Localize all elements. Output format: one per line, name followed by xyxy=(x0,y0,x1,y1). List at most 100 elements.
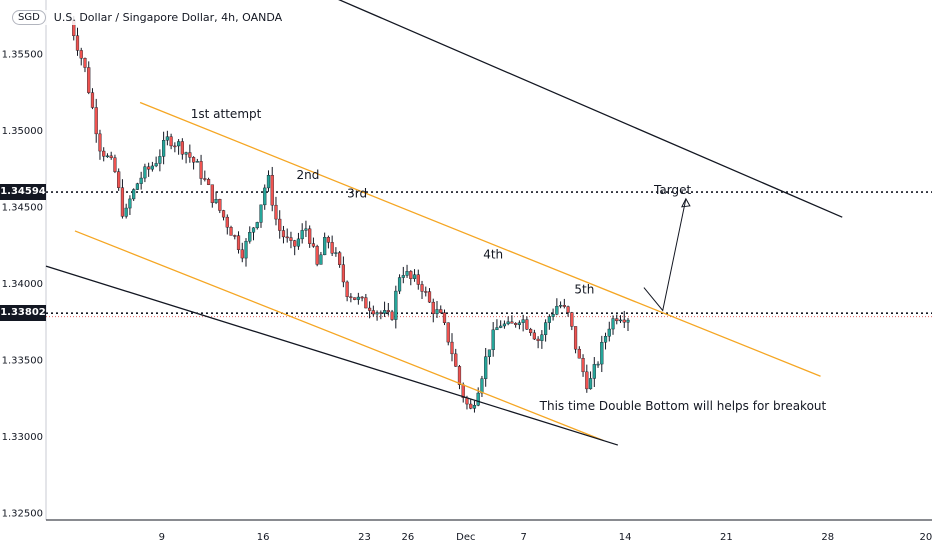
candle xyxy=(128,195,132,216)
candle-body xyxy=(296,238,301,247)
candle xyxy=(622,310,626,328)
y-tick-label: 1.33000 xyxy=(2,432,43,443)
y-tick-label: 1.35000 xyxy=(2,126,43,137)
candle-body xyxy=(487,349,492,357)
candle xyxy=(484,347,488,387)
candle-body xyxy=(87,67,91,93)
candle-body xyxy=(480,378,484,394)
candle xyxy=(240,242,244,263)
candle xyxy=(289,231,293,249)
candle xyxy=(120,179,125,219)
candle xyxy=(270,166,274,212)
candle-body xyxy=(540,334,544,341)
candle-body xyxy=(469,403,473,409)
trendlines xyxy=(45,0,843,446)
candle xyxy=(600,335,604,373)
candle xyxy=(416,269,420,290)
candle xyxy=(390,309,394,321)
candle-body xyxy=(532,332,536,340)
candle-body xyxy=(191,157,196,163)
candle-body xyxy=(585,371,589,390)
candle xyxy=(517,320,521,330)
candle-body xyxy=(158,156,162,164)
candle-body xyxy=(409,271,413,279)
candle xyxy=(90,88,95,110)
candle xyxy=(592,357,596,387)
candle-body xyxy=(334,252,338,254)
candle-body xyxy=(150,165,154,170)
candle-body xyxy=(266,175,271,189)
candle-body xyxy=(188,152,192,158)
x-tick-label: 16 xyxy=(257,532,270,543)
candle xyxy=(210,184,214,208)
candle-body xyxy=(536,338,540,341)
candle xyxy=(315,244,319,267)
candle-body xyxy=(525,319,529,330)
candle xyxy=(278,210,282,239)
candle xyxy=(173,142,177,153)
x-tick-label: 9 xyxy=(159,532,165,543)
candle-body xyxy=(345,281,349,297)
annotation-label: 4th xyxy=(483,247,503,261)
price-tag-level-2: 1.33802 xyxy=(0,305,46,322)
candle-body xyxy=(457,366,462,385)
x-tick-label: 21 xyxy=(720,532,733,543)
candle xyxy=(154,156,158,168)
candle xyxy=(218,198,222,214)
candle-body xyxy=(427,291,432,303)
candle xyxy=(319,251,323,265)
candle-body xyxy=(529,329,533,334)
candle-body xyxy=(90,92,95,108)
candle-body xyxy=(364,297,368,309)
candle xyxy=(510,315,514,324)
x-tick-label: 202 xyxy=(920,532,932,543)
candle xyxy=(435,300,439,318)
candles xyxy=(68,14,630,413)
candle xyxy=(439,305,443,314)
candle-body xyxy=(506,321,510,325)
candle-body xyxy=(274,204,278,220)
candle-body xyxy=(330,242,334,254)
candle-body xyxy=(180,141,184,155)
candle-body xyxy=(244,240,248,259)
candle xyxy=(195,158,199,163)
candle xyxy=(570,311,574,331)
annotation-label: This time Double Bottom will helps for b… xyxy=(539,399,827,413)
candle xyxy=(263,184,267,210)
candle-body xyxy=(289,237,293,241)
candle-body xyxy=(558,305,563,307)
candle-body xyxy=(102,150,106,157)
candle xyxy=(626,317,630,331)
candle-body xyxy=(293,240,297,247)
candle-body xyxy=(349,296,353,298)
candle-body xyxy=(476,392,480,406)
candle xyxy=(143,163,147,183)
candle-body xyxy=(405,271,409,276)
candle-body xyxy=(75,35,80,51)
candle-body xyxy=(218,199,222,211)
candle-body xyxy=(203,178,207,180)
candle xyxy=(502,320,507,329)
candle xyxy=(180,138,184,160)
candle xyxy=(221,209,226,221)
candle-body xyxy=(173,145,177,148)
candle-body xyxy=(360,296,364,299)
candle-body xyxy=(450,341,454,355)
lower-channel-line xyxy=(74,230,604,442)
candle xyxy=(529,327,533,336)
candle xyxy=(558,301,563,309)
candle xyxy=(199,154,203,185)
candle xyxy=(431,298,435,323)
candle xyxy=(573,326,578,354)
candle xyxy=(536,336,540,349)
candle xyxy=(525,316,529,330)
candle-body xyxy=(420,284,424,292)
candle-body xyxy=(177,141,181,147)
candle xyxy=(345,280,349,302)
candle-body xyxy=(214,199,218,203)
candle xyxy=(293,239,297,256)
symbol-badge[interactable]: SGD xyxy=(12,10,46,25)
candle xyxy=(450,333,454,362)
candle xyxy=(251,227,256,241)
candle-body xyxy=(517,322,521,325)
